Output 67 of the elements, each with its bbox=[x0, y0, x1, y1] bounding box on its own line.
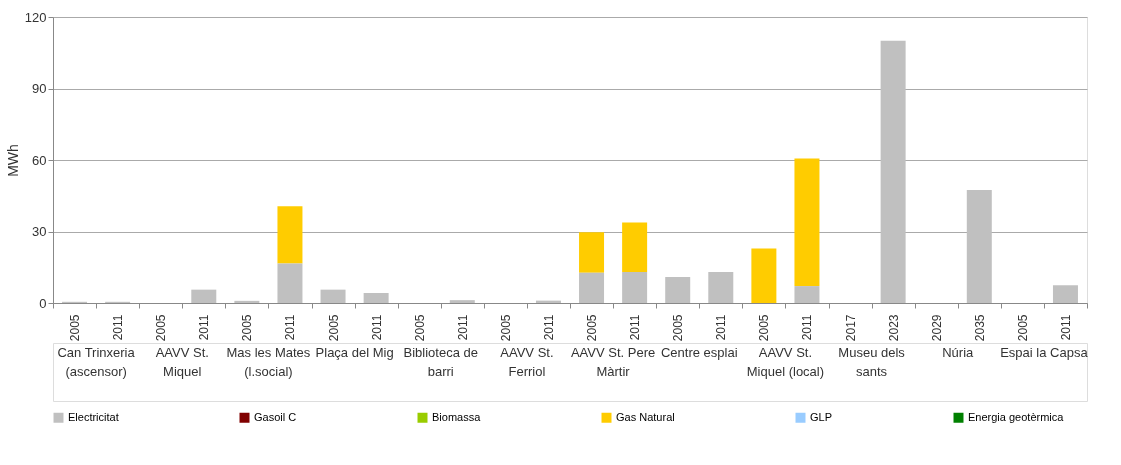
text: Espai la Capsa bbox=[1000, 345, 1089, 360]
x-tick-label: 2011 bbox=[283, 314, 298, 341]
bar bbox=[751, 248, 777, 303]
bar bbox=[277, 206, 303, 264]
bar bbox=[880, 40, 906, 303]
text: Mas les Mates (l.social) bbox=[226, 345, 311, 379]
bar bbox=[449, 300, 475, 303]
x-tick-label: 2005 bbox=[154, 314, 169, 342]
x-tick-label: 2005 bbox=[585, 314, 600, 342]
text: AAVV St. Miquel (local) bbox=[746, 345, 825, 379]
y-tick-label: 90 bbox=[32, 81, 47, 96]
x-tick-label: 2011 bbox=[111, 314, 126, 341]
bar bbox=[622, 272, 648, 303]
bar bbox=[708, 272, 734, 303]
x-tick-label: 2023 bbox=[886, 314, 901, 342]
text: Plaça del Mig bbox=[315, 345, 394, 360]
y-axis-title: MWh bbox=[4, 144, 21, 177]
x-tick-label: 2011 bbox=[800, 314, 815, 341]
text: Museu dels sants bbox=[838, 345, 906, 379]
bar bbox=[579, 232, 605, 273]
x-tick-label: 2017 bbox=[843, 314, 858, 342]
x-tick-label: 2011 bbox=[1058, 314, 1073, 341]
y-tick-label: 120 bbox=[24, 9, 47, 25]
text: Can Trinxeria (ascensor) bbox=[57, 345, 136, 379]
legend-label: Electricitat bbox=[68, 410, 119, 423]
x-tick-label: 2005 bbox=[757, 314, 772, 342]
text: Biblioteca de barri bbox=[403, 345, 478, 379]
text: Centre esplai bbox=[660, 345, 738, 360]
bar bbox=[277, 263, 303, 303]
bar bbox=[622, 222, 648, 273]
bar bbox=[234, 300, 260, 303]
bar bbox=[1052, 285, 1078, 303]
bar bbox=[966, 190, 992, 303]
x-tick-label: 2005 bbox=[326, 314, 341, 342]
legend-label: Gas Natural bbox=[616, 410, 675, 423]
legend-label: Gasoil C bbox=[254, 410, 297, 423]
x-tick-label: 2005 bbox=[671, 314, 686, 342]
y-tick-label: 0 bbox=[39, 295, 47, 311]
x-tick-label: 2005 bbox=[1015, 314, 1030, 342]
bar bbox=[363, 292, 389, 303]
bar bbox=[794, 158, 820, 287]
x-tick-label: 2005 bbox=[498, 314, 513, 342]
bar bbox=[191, 289, 217, 303]
text: AAVV St. Miquel bbox=[155, 345, 209, 379]
legend-label: Biomassa bbox=[432, 410, 482, 423]
bar bbox=[665, 277, 691, 303]
y-tick-label: 30 bbox=[32, 224, 47, 239]
text: AAVV St. Ferriol bbox=[500, 345, 554, 379]
x-tick-label: 2005 bbox=[412, 314, 427, 342]
bar bbox=[320, 289, 346, 303]
x-tick-label: 2011 bbox=[455, 314, 470, 341]
x-tick-label: 2005 bbox=[240, 314, 255, 342]
x-tick-label: 2011 bbox=[628, 314, 643, 341]
x-tick-label: 2005 bbox=[68, 314, 83, 342]
x-tick-label: 2029 bbox=[929, 314, 944, 342]
text: Núria bbox=[942, 345, 975, 360]
x-tick-label: 2011 bbox=[369, 314, 384, 341]
x-tick-label: 2035 bbox=[972, 314, 987, 342]
x-tick-label: 2011 bbox=[541, 314, 556, 341]
y-tick-label: 60 bbox=[32, 152, 47, 168]
bar bbox=[579, 272, 605, 303]
x-tick-label: 2011 bbox=[714, 314, 729, 341]
legend-label: Energia geotèrmica bbox=[968, 410, 1065, 423]
text: AAVV St. Pere Màrtir bbox=[570, 345, 656, 379]
legend-label: GLP bbox=[810, 410, 833, 423]
bar bbox=[794, 286, 820, 303]
x-tick-label: 2011 bbox=[197, 314, 212, 341]
